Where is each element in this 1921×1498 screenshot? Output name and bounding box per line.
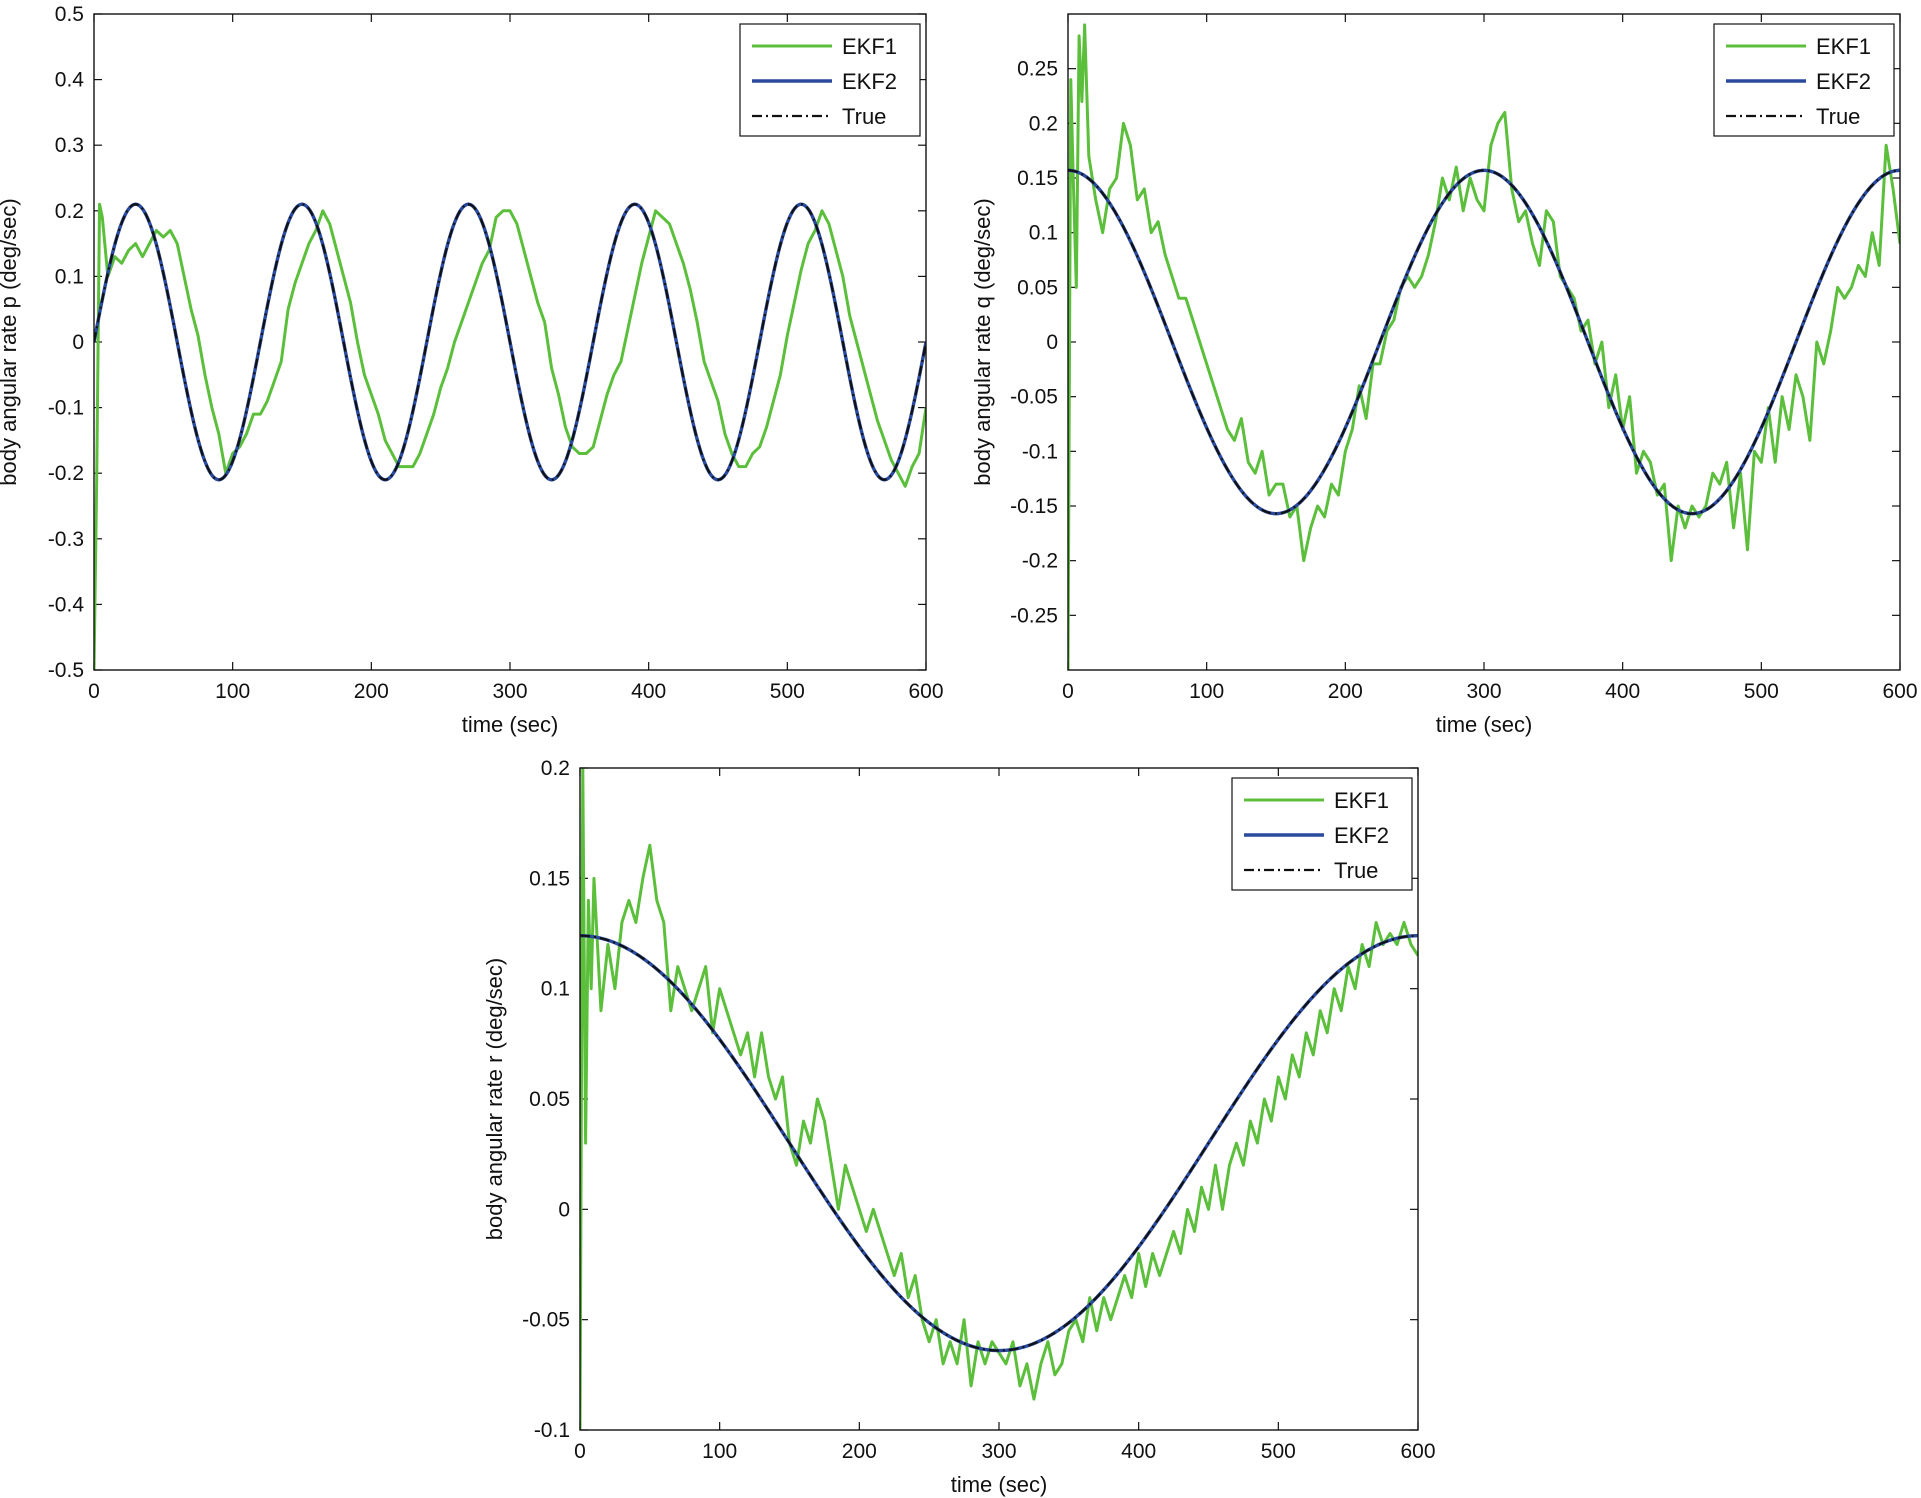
y-tick-label: 0.1 <box>541 978 570 1001</box>
y-tick-label: 0.15 <box>1017 167 1058 190</box>
x-tick-label: 600 <box>908 680 943 703</box>
axes-frame <box>579 767 1419 1431</box>
series-line-true <box>1068 169 1900 515</box>
x-tick-label: 100 <box>702 1440 737 1463</box>
y-tick-label: -0.3 <box>48 528 84 551</box>
y-axis-label: body angular rate r (deg/sec) <box>482 958 507 1241</box>
series-line-true <box>580 934 1418 1352</box>
x-tick-label: 600 <box>1882 680 1917 703</box>
legend: EKF1 EKF2 True <box>1713 23 1895 137</box>
legend-label-ekf2: EKF2 <box>1334 823 1389 848</box>
series-line-ekf1 <box>94 202 926 670</box>
y-tick-label: 0.2 <box>1029 112 1058 135</box>
x-tick-label: 600 <box>1400 1440 1435 1463</box>
x-tick-label: 100 <box>215 680 250 703</box>
legend-label-ekf2: EKF2 <box>842 69 897 94</box>
legend-label-true: True <box>1816 104 1860 129</box>
y-tick-label: -0.5 <box>48 659 84 682</box>
y-tick-label: 0 <box>558 1198 570 1221</box>
legend: EKF1 EKF2 True <box>739 23 921 137</box>
legend-label-true: True <box>842 104 886 129</box>
x-tick-label: 0 <box>88 680 100 703</box>
x-tick-label: 400 <box>1121 1440 1156 1463</box>
legend: EKF1 EKF2 True <box>1231 777 1413 891</box>
legend-label-true: True <box>1334 858 1378 883</box>
y-tick-label: -0.1 <box>1022 440 1058 463</box>
y-tick-label: -0.25 <box>1010 604 1058 627</box>
x-tick-label: 200 <box>842 1440 877 1463</box>
y-tick-label: 0.1 <box>1029 222 1058 245</box>
y-tick-label: -0.1 <box>534 1419 570 1442</box>
x-tick-label: 200 <box>1328 680 1363 703</box>
x-tick-label: 300 <box>492 680 527 703</box>
x-tick-label: 500 <box>1261 1440 1296 1463</box>
x-tick-label: 200 <box>354 680 389 703</box>
legend-label-ekf1: EKF1 <box>1334 788 1389 813</box>
y-tick-label: 0.25 <box>1017 58 1058 81</box>
y-tick-label: 0.4 <box>55 69 85 92</box>
series-group <box>94 202 926 670</box>
y-tick-label: 0 <box>1046 331 1058 354</box>
y-tick-label: -0.05 <box>1010 386 1058 409</box>
chart-panel-q: 0 100 200 300 400 500 600 -0.25 -0.2 -0.15 -0.1 -0.… <box>970 13 1918 737</box>
legend-label-ekf1: EKF1 <box>1816 34 1871 59</box>
y-tick-label: -0.15 <box>1010 495 1058 518</box>
series-line-ekf1 <box>580 768 1418 1430</box>
y-axis-label: body angular rate p (deg/sec) <box>0 198 21 485</box>
y-tick-label: 0.15 <box>529 867 570 890</box>
chart-panel-r: 0 100 200 300 400 500 600 -0.1 -0.05 0 0.05 0.1 0.15… <box>482 757 1436 1497</box>
x-axis-label: time (sec) <box>1436 712 1533 737</box>
y-tick-label: 0 <box>72 331 84 354</box>
y-tick-label: 0.2 <box>541 757 570 780</box>
series-line-ekf1 <box>1068 23 1900 670</box>
x-tick-label: 400 <box>1605 680 1640 703</box>
legend-label-ekf1: EKF1 <box>842 34 897 59</box>
x-tick-label: 400 <box>631 680 666 703</box>
y-tick-label: 0.1 <box>55 265 84 288</box>
x-axis-label: time (sec) <box>462 712 559 737</box>
y-tick-label: -0.05 <box>522 1309 570 1332</box>
x-tick-label: 300 <box>981 1440 1016 1463</box>
y-tick-label: -0.2 <box>1022 550 1058 573</box>
x-tick-label: 300 <box>1466 680 1501 703</box>
x-tick-label: 0 <box>574 1440 586 1463</box>
y-tick-label: -0.2 <box>48 462 84 485</box>
y-tick-label: -0.1 <box>48 397 84 420</box>
y-tick-label: 0.2 <box>55 200 84 223</box>
series-group <box>1068 23 1900 670</box>
x-tick-label: 500 <box>1744 680 1779 703</box>
x-axis-label: time (sec) <box>951 1472 1048 1497</box>
series-line-true <box>94 203 926 481</box>
y-tick-label: 0.3 <box>55 134 84 157</box>
y-tick-label: -0.4 <box>48 593 85 616</box>
chart-panel-p: 0 100 200 300 400 500 600 -0.5 -0.4 -0.3 -0.2 -0.1 0… <box>0 3 944 737</box>
y-tick-label: 0.05 <box>1017 276 1058 299</box>
axes-frame <box>93 13 927 671</box>
y-tick-label: 0.5 <box>55 3 84 26</box>
x-tick-label: 0 <box>1062 680 1074 703</box>
series-group <box>580 768 1418 1430</box>
x-tick-label: 500 <box>770 680 805 703</box>
y-tick-label: 0.05 <box>529 1088 570 1111</box>
y-axis-label: body angular rate q (deg/sec) <box>970 198 995 485</box>
axes-frame <box>1067 13 1901 671</box>
legend-label-ekf2: EKF2 <box>1816 69 1871 94</box>
x-tick-label: 100 <box>1189 680 1224 703</box>
